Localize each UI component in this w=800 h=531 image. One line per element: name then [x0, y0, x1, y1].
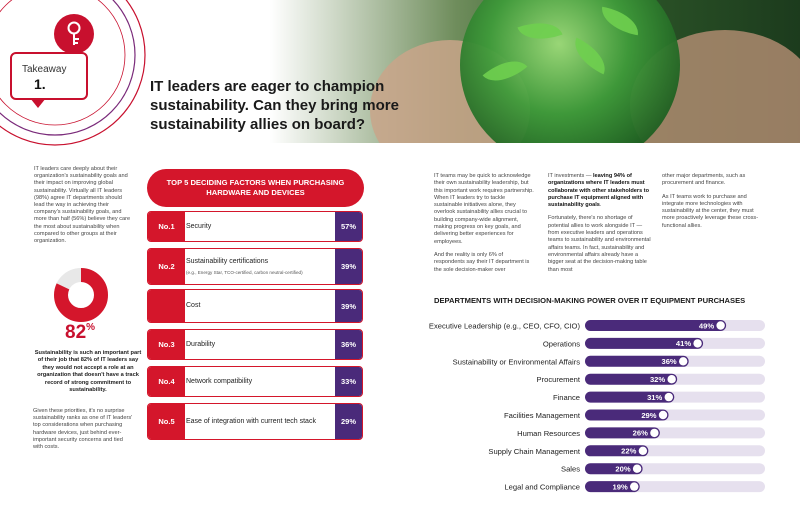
factor-rank: No.4 [148, 367, 185, 396]
bar [585, 355, 689, 367]
bar [585, 391, 675, 403]
col1-paragraph-2: And the reality is only 6% of respondent… [434, 251, 530, 273]
stat-description: Sustainability is such an important part… [34, 350, 142, 394]
stat-donut-chart [54, 268, 108, 322]
factor-row: No.2 Sustainability certifications (e.g.… [147, 248, 363, 285]
bar-value-label: 41% [676, 339, 691, 348]
bar-end-dot [664, 392, 673, 402]
bar-value-label: 29% [641, 411, 656, 420]
bar [585, 409, 669, 421]
col1-paragraph-1: IT teams may be quick to acknowledge the… [434, 173, 534, 245]
takeaway-number: 1. [34, 76, 46, 92]
bar-category-label: Human Resources [517, 429, 580, 438]
col2-paragraph-2: Fortunately, there's no shortage of pote… [548, 215, 651, 273]
text-column-1: IT teams may be quick to acknowledge the… [434, 173, 534, 274]
factor-percent: 39% [335, 249, 362, 284]
chart-title: DEPARTMENTS WITH DECISION-MAKING POWER O… [434, 296, 746, 305]
bar-end-dot [650, 428, 659, 438]
closing-paragraph: Given these priorities, it's no surprise… [33, 408, 133, 451]
bar-end-dot [638, 446, 648, 455]
factor-rank: No.1 [148, 212, 185, 241]
bar-value-label: 36% [661, 357, 676, 366]
bar-value-label: 31% [647, 393, 662, 402]
bar-value-label: 19% [613, 482, 628, 491]
intro-paragraph: IT leaders care deeply about their organ… [34, 166, 131, 245]
bar [585, 481, 640, 493]
departments-bar-chart: Executive Leadership (e.g., CEO, CFO, CI… [429, 320, 765, 493]
factor-rank: No.2 [148, 249, 185, 284]
col2-paragraph-1: IT investments — leaving 94% of organiza… [548, 173, 650, 209]
bar-category-label: Finance [553, 393, 580, 402]
bar-category-label: Sales [561, 465, 580, 474]
factor-row: No.5 Ease of integration with current te… [147, 403, 363, 440]
takeaway-card-tail [30, 98, 46, 108]
factor-label: Durability [186, 341, 216, 348]
bar-value-label: 26% [633, 429, 648, 438]
bar [585, 463, 643, 475]
factor-percent: 36% [335, 330, 362, 359]
col3-paragraph-1: other major departments, such as procure… [662, 173, 746, 187]
factor-row: No.4 Network compatibility 33% [147, 366, 363, 397]
bar-end-dot [630, 482, 639, 491]
bar [585, 373, 678, 385]
factor-label: Security [186, 223, 212, 230]
factor-rank [148, 290, 185, 322]
bar [585, 337, 704, 349]
factor-rank: No.3 [148, 330, 185, 359]
donut-fill [54, 268, 108, 322]
bar-end-dot [632, 464, 642, 473]
col3-paragraph-2: As IT teams work to purchase and integra… [662, 193, 759, 229]
bar-category-label: Sustainability or Environmental Affairs [453, 357, 581, 366]
hero-image-plant-globe [270, 0, 800, 143]
factor-row: No.3 Durability 36% [147, 329, 363, 360]
decorative-arcs [0, 0, 146, 146]
factor-label: Sustainability certifications [186, 258, 269, 265]
factor-row: No.1 Security 57% [147, 211, 363, 242]
bar-value-label: 32% [650, 375, 665, 384]
bar-end-dot [693, 339, 702, 348]
factor-sublabel: (e.g., Energy Star, TCO-certified, carbo… [186, 270, 303, 275]
factor-label: Cost [186, 302, 201, 309]
bar-end-dot [678, 357, 688, 366]
takeaway-card [10, 52, 88, 100]
factor-row: Cost 39% [147, 289, 363, 323]
text-column-3: other major departments, such as procure… [662, 173, 768, 230]
bar-value-label: 49% [699, 321, 714, 330]
bar-category-label: Operations [543, 339, 580, 348]
bar [585, 445, 649, 457]
factor-percent: 39% [335, 290, 362, 322]
factors-title: TOP 5 DECIDING FACTORS WHEN PURCHASING H… [147, 169, 364, 207]
bar-category-label: Legal and Compliance [504, 483, 580, 492]
bar-category-label: Executive Leadership (e.g., CEO, CFO, CI… [429, 322, 581, 331]
bar-value-label: 22% [621, 447, 636, 456]
key-icon [54, 14, 94, 54]
bar-end-dot [716, 321, 725, 330]
factor-label: Network compatibility [186, 378, 253, 385]
factor-percent: 29% [335, 404, 362, 439]
stat-number: 82% [65, 322, 96, 343]
bar [585, 427, 660, 439]
takeaway-label: Takeaway [22, 64, 67, 75]
bar-value-label: 20% [615, 465, 630, 474]
text-column-2: IT investments — leaving 94% of organiza… [548, 173, 652, 274]
bar [585, 320, 727, 331]
bar-end-dot [658, 410, 668, 420]
factor-percent: 33% [335, 367, 362, 396]
bar-end-dot [667, 375, 676, 384]
factor-rank: No.5 [148, 404, 185, 439]
factor-label: Ease of integration with current tech st… [186, 418, 316, 425]
factor-percent: 57% [335, 212, 362, 241]
bar-category-label: Supply Chain Management [488, 447, 580, 456]
headline: IT leaders are eager to champion sustain… [150, 78, 399, 133]
bar-category-label: Facilities Management [504, 411, 581, 420]
bar-category-label: Procurement [537, 375, 581, 384]
